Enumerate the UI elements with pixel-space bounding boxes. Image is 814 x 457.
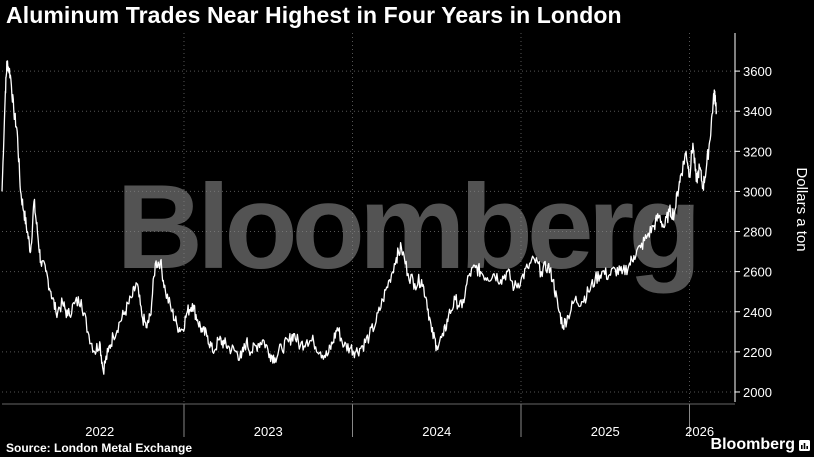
y-tick-label: 2600 <box>743 265 772 280</box>
source-note: Source: London Metal Exchange <box>6 441 193 455</box>
data-line-layer <box>1 60 718 375</box>
brand-text: Bloomberg <box>710 436 795 453</box>
x-tick-label: 2025 <box>591 424 620 439</box>
y-tick-label: 2400 <box>743 305 772 320</box>
x-tick-label: 2024 <box>422 424 451 439</box>
y-tick-label: 3400 <box>743 104 772 119</box>
watermark-text: Bloomberg <box>116 160 695 294</box>
x-tick-label: 2023 <box>254 424 283 439</box>
brand-logo: Bloomberg <box>711 436 810 454</box>
y-tick-label: 3000 <box>743 184 772 199</box>
x-axis: 2022 2023 2024 2025 2026 <box>2 403 735 439</box>
series-line <box>1 60 718 375</box>
chart-title: Aluminum Trades Near Highest in Four Yea… <box>6 2 622 28</box>
watermark-layer: Bloomberg <box>116 160 701 294</box>
y-tick-label: 2800 <box>743 225 772 240</box>
y-tick-label: 2000 <box>743 385 772 400</box>
x-tick-label: 2022 <box>85 424 114 439</box>
y-axis: 2000 2200 2400 2600 2800 3000 3200 3400 3600 Doll… <box>734 33 810 402</box>
y-tick-label: 3200 <box>743 144 772 159</box>
y-tick-label: 2200 <box>743 345 772 360</box>
y-axis-label: Dollars a ton <box>793 167 810 251</box>
x-tick-label: 2026 <box>685 424 714 439</box>
y-tick-label: 3600 <box>743 64 772 79</box>
bar-chart-icon <box>799 439 810 451</box>
grid-layer <box>2 33 735 402</box>
